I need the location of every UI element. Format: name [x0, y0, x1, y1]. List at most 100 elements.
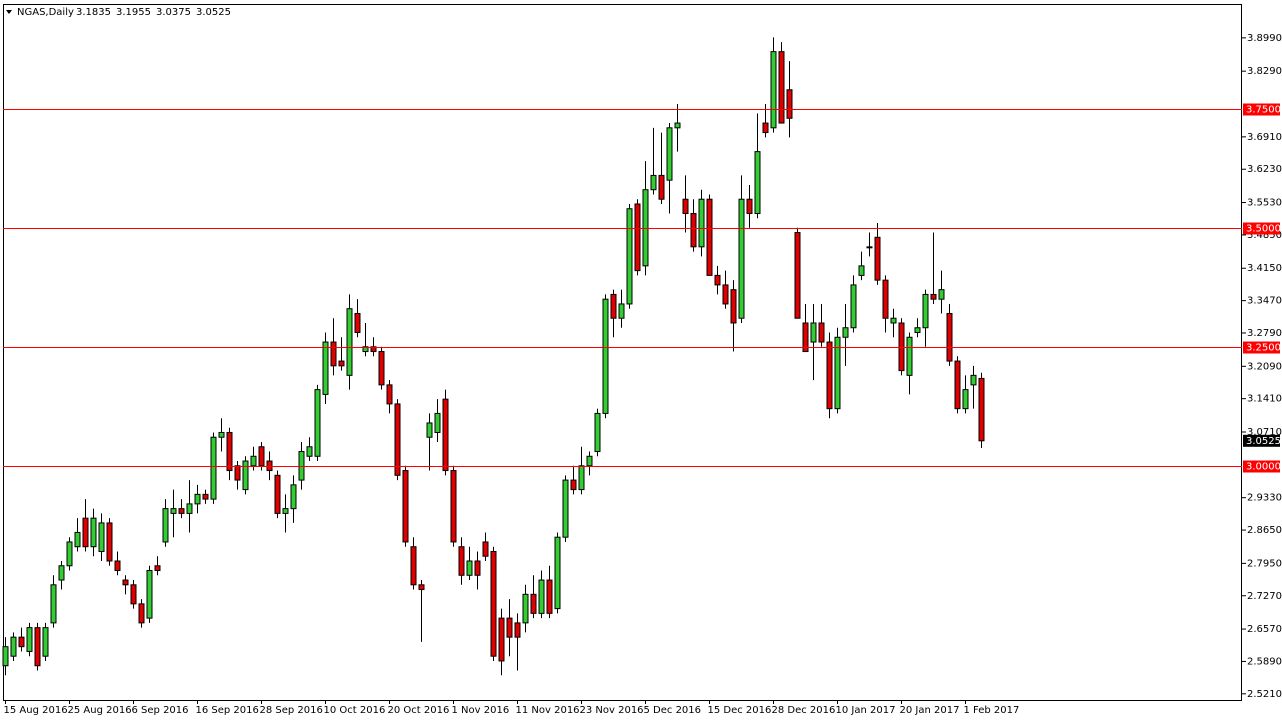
candle-body	[322, 341, 329, 395]
candle-body	[290, 484, 297, 510]
candle-body	[306, 446, 313, 457]
candle-body	[98, 522, 105, 552]
candle-body	[338, 360, 345, 367]
y-tick-label: 3.8290	[1247, 66, 1282, 77]
candle-body	[42, 627, 49, 657]
candle-body	[626, 208, 633, 305]
candle-body	[498, 617, 505, 662]
candle-body	[138, 603, 145, 624]
y-tick-label: 2.9330	[1247, 493, 1282, 504]
high-value: 3.1955	[116, 7, 151, 18]
y-tick-label: 3.8990	[1247, 33, 1282, 44]
candle-body	[522, 593, 529, 624]
y-tick-label: 3.3470	[1247, 296, 1282, 307]
candle-body	[442, 398, 449, 472]
candle-body	[122, 579, 129, 586]
candle-body	[954, 360, 961, 410]
candle-body	[242, 460, 249, 491]
open-value: 3.1835	[76, 7, 111, 18]
candle-body	[754, 151, 761, 214]
candle-body	[266, 460, 273, 472]
candle-body	[650, 174, 657, 191]
y-tick-label: 3.4850	[1247, 230, 1282, 241]
y-tick-label: 3.2790	[1247, 328, 1282, 339]
candle-body	[202, 493, 209, 500]
candle-body	[490, 550, 497, 657]
candle-body	[282, 508, 289, 514]
x-tick-label: 28 Dec 2016	[772, 705, 836, 716]
y-tick-label: 2.5890	[1247, 656, 1282, 667]
candle-body	[746, 198, 753, 214]
candle-body	[2, 646, 9, 667]
plot-frame	[3, 4, 1242, 701]
candle-body	[298, 451, 305, 481]
candle-body	[474, 560, 481, 576]
candle-body	[402, 470, 409, 543]
candle-body	[458, 546, 465, 576]
candle-body	[74, 531, 81, 548]
x-tick-label: 25 Aug 2016	[68, 705, 132, 716]
candle-body	[722, 284, 729, 305]
candle-body	[730, 289, 737, 324]
candle-body	[162, 508, 169, 543]
candle-body	[10, 636, 17, 657]
candle-body	[946, 312, 953, 362]
candle-body	[610, 293, 617, 319]
candle-body	[170, 508, 177, 514]
y-tick-label: 3.2090	[1247, 361, 1282, 372]
menu-arrow[interactable]	[6, 10, 12, 14]
level-label-bg	[1243, 341, 1280, 354]
x-tick-label: 28 Sep 2016	[260, 705, 323, 716]
candle-body	[554, 536, 561, 610]
candle-body	[82, 517, 89, 548]
y-tick-label: 2.5210	[1247, 689, 1282, 700]
candle-body	[714, 274, 721, 286]
candle-body	[210, 436, 217, 500]
candle-body	[906, 336, 913, 376]
candle-body	[570, 479, 577, 491]
x-tick-label: 1 Feb 2017	[964, 705, 1020, 716]
candle-body	[618, 303, 625, 319]
candle-body	[346, 308, 353, 376]
candle-body	[434, 412, 441, 433]
candle-body	[26, 627, 33, 652]
y-tick-label: 3.0710	[1247, 427, 1282, 438]
candle-body	[386, 384, 393, 405]
candle-body	[858, 265, 865, 276]
candle-body	[362, 346, 369, 353]
x-tick-label: 23 Nov 2016	[580, 705, 644, 716]
x-tick-label: 15 Dec 2016	[708, 705, 772, 716]
candle-body	[66, 541, 73, 567]
x-tick-label: 1 Nov 2016	[452, 705, 510, 716]
candle-body	[970, 374, 977, 386]
candle-body	[370, 346, 377, 353]
x-tick-label: 20 Oct 2016	[388, 705, 450, 716]
candle-body	[426, 422, 433, 438]
level-label-bg	[1243, 222, 1280, 235]
x-tick-label: 20 Jan 2017	[900, 705, 960, 716]
candle-body	[530, 593, 537, 614]
level-label-bg	[1243, 460, 1280, 473]
candle-body	[738, 198, 745, 319]
candle-body	[690, 213, 697, 248]
candle-body	[546, 579, 553, 614]
candle-body	[314, 389, 321, 457]
candle-body	[642, 189, 649, 267]
candle-body	[706, 198, 713, 276]
candle-body	[186, 503, 193, 514]
candle-body	[154, 565, 161, 572]
candle-body	[506, 617, 513, 638]
price-label: 3.0525	[1246, 436, 1281, 447]
x-tick-label: 11 Nov 2016	[516, 705, 580, 716]
x-tick-label: 15 Aug 2016	[4, 705, 68, 716]
candle-body	[594, 412, 601, 453]
candle-body	[922, 293, 929, 329]
level-label: 3.7500	[1246, 105, 1281, 116]
candle-body	[770, 51, 777, 129]
x-tick-label: 10 Jan 2017	[836, 705, 896, 716]
candle-body	[234, 465, 241, 481]
candle-body	[818, 322, 825, 343]
candle-body	[34, 627, 41, 667]
candle-body	[586, 455, 593, 467]
candle-body	[514, 622, 521, 638]
